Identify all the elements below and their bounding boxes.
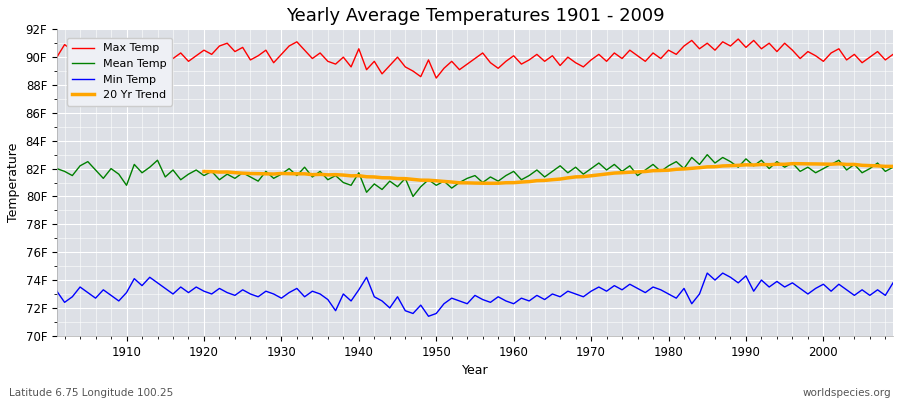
Max Temp <box>733 37 743 42</box>
Y-axis label: Temperature: Temperature <box>7 143 20 222</box>
Min Temp <box>113 298 124 303</box>
Line: Mean Temp: Mean Temp <box>57 155 893 196</box>
Min Temp <box>702 271 713 276</box>
Max Temp <box>284 44 294 48</box>
Max Temp <box>330 62 341 66</box>
Min Temp <box>330 308 341 313</box>
Line: Min Temp: Min Temp <box>57 273 893 316</box>
20 Yr Trend <box>803 162 814 166</box>
Max Temp <box>113 52 124 57</box>
20 Yr Trend <box>199 169 210 174</box>
Text: worldspecies.org: worldspecies.org <box>803 388 891 398</box>
Min Temp <box>508 301 519 306</box>
20 Yr Trend <box>408 177 418 182</box>
Mean Temp <box>408 194 418 199</box>
Max Temp <box>431 76 442 80</box>
Line: Max Temp: Max Temp <box>57 39 893 78</box>
Min Temp <box>423 314 434 319</box>
20 Yr Trend <box>687 166 698 171</box>
X-axis label: Year: Year <box>462 364 489 377</box>
Mean Temp <box>887 165 898 170</box>
Max Temp <box>609 50 620 55</box>
Mean Temp <box>330 173 341 178</box>
Legend: Max Temp, Mean Temp, Min Temp, 20 Yr Trend: Max Temp, Mean Temp, Min Temp, 20 Yr Tre… <box>67 38 173 106</box>
Mean Temp <box>113 172 124 176</box>
Mean Temp <box>284 166 294 171</box>
20 Yr Trend <box>485 181 496 186</box>
Max Temp <box>51 55 62 60</box>
Min Temp <box>516 296 526 300</box>
20 Yr Trend <box>787 161 797 166</box>
Mean Temp <box>609 162 620 167</box>
Max Temp <box>508 53 519 58</box>
Mean Temp <box>702 152 713 157</box>
Mean Temp <box>51 166 62 171</box>
Min Temp <box>609 283 620 288</box>
Max Temp <box>887 52 898 57</box>
20 Yr Trend <box>872 164 883 168</box>
Title: Yearly Average Temperatures 1901 - 2009: Yearly Average Temperatures 1901 - 2009 <box>285 7 664 25</box>
20 Yr Trend <box>779 162 790 167</box>
Min Temp <box>284 290 294 295</box>
Mean Temp <box>516 177 526 182</box>
Min Temp <box>51 289 62 294</box>
Min Temp <box>887 280 898 285</box>
20 Yr Trend <box>887 164 898 169</box>
Line: 20 Yr Trend: 20 Yr Trend <box>204 164 893 183</box>
Mean Temp <box>508 169 519 174</box>
Text: Latitude 6.75 Longitude 100.25: Latitude 6.75 Longitude 100.25 <box>9 388 173 398</box>
20 Yr Trend <box>292 172 302 176</box>
Max Temp <box>516 62 526 66</box>
